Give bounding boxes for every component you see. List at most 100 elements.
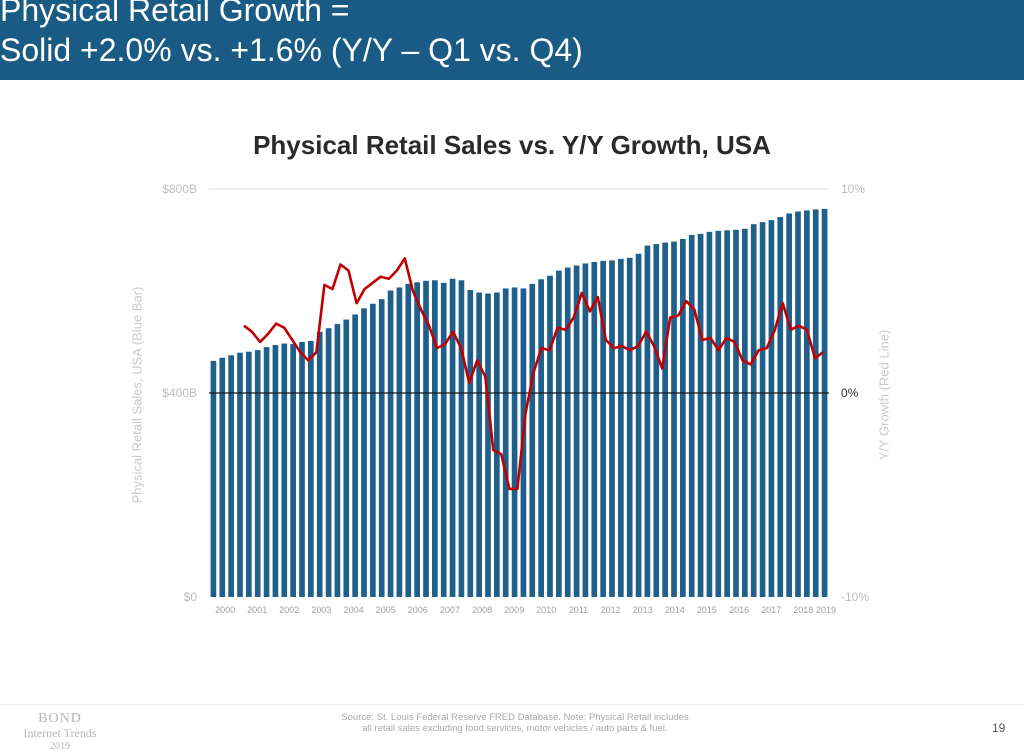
sales-bar (449, 278, 456, 597)
sales-bar (228, 355, 234, 597)
x-tick-label: 2018 (793, 605, 813, 615)
sales-bar (733, 229, 739, 598)
sales-bar (529, 283, 536, 597)
sales-bar (662, 242, 668, 598)
sales-bar (290, 344, 296, 597)
sales-bar (715, 230, 722, 597)
bond-logo: BOND Internet Trends 2019 (10, 712, 110, 754)
sales-bar (821, 208, 828, 597)
x-tick-label: 2012 (601, 605, 621, 615)
sales-bar (547, 275, 553, 597)
source-note: Source: St. Louis Federal Reserve FRED D… (290, 712, 740, 734)
sales-bar (210, 360, 217, 597)
sales-bar (742, 228, 748, 597)
x-tick-label: 2014 (665, 605, 685, 615)
sales-bar (653, 244, 660, 597)
sales-bar (759, 222, 766, 597)
x-tick-label: 2001 (247, 605, 267, 615)
sales-bar (440, 282, 447, 597)
x-tick-label: 2019 (816, 605, 836, 615)
sales-bar (423, 280, 429, 597)
sales-bar (688, 234, 695, 597)
chart-title: Physical Retail Sales vs. Y/Y Growth, US… (253, 130, 771, 160)
sales-bar (768, 220, 775, 598)
x-tick-label: 2017 (761, 605, 781, 615)
sales-bar (378, 299, 385, 597)
x-tick-label: 2007 (440, 605, 460, 615)
sales-bar (697, 233, 704, 597)
sales-bar (786, 213, 792, 598)
x-tick-label: 2004 (344, 605, 364, 615)
x-tick-label: 2009 (504, 605, 524, 615)
sales-bar (396, 287, 403, 597)
sales-bar (644, 245, 651, 598)
x-tick-label: 2005 (376, 605, 396, 615)
sales-bar (511, 287, 518, 597)
sales-bar (272, 345, 279, 597)
y-axis-right-label: Y/Y Growth (Red Line) (876, 329, 892, 461)
x-tick-label: 2013 (633, 605, 653, 615)
sales-bar (254, 350, 261, 597)
sales-bar (556, 270, 562, 597)
sales-bar (804, 210, 810, 598)
sales-bar (281, 343, 288, 597)
sales-bar (467, 289, 474, 597)
growth-line (243, 257, 824, 491)
sales-bar (724, 230, 730, 597)
sales-bar (635, 253, 642, 597)
sales-bar (246, 351, 252, 597)
sales-bar (777, 217, 784, 598)
sales-bar (538, 279, 544, 597)
x-tick-label: 2011 (569, 605, 588, 615)
sales-bar (325, 328, 332, 597)
sales-bar (485, 293, 491, 597)
sales-bar (352, 314, 358, 597)
y-tick-left: $0 (184, 590, 198, 604)
sales-bar (750, 224, 757, 597)
sales-bar (582, 263, 589, 597)
sales-bar (308, 340, 314, 597)
sales-bar (219, 357, 226, 597)
sales-bar (671, 241, 677, 597)
footer-divider (0, 704, 1024, 705)
x-tick-label: 2008 (472, 605, 492, 615)
sales-bar (387, 290, 394, 597)
sales-bar (795, 211, 801, 597)
logo-line-3: 2019 (50, 741, 70, 752)
sales-bar (564, 267, 571, 597)
sales-bar (316, 331, 323, 597)
sales-bar (626, 257, 633, 597)
x-tick-label: 2016 (729, 605, 749, 615)
y-axis-left-label: Physical Retail Sales, USA (Blue Bar) (129, 286, 145, 504)
x-tick-label: 2002 (279, 605, 299, 615)
sales-bar (573, 265, 580, 597)
sales-bar (706, 231, 713, 597)
slide-title-line-2: Solid +2.0% vs. +1.6% (Y/Y – Q1 vs. Q4) (0, 32, 583, 68)
y-tick-left: $800B (162, 182, 197, 196)
sales-bar (609, 260, 615, 597)
sales-bar (405, 283, 412, 597)
logo-line-1: BOND (38, 711, 82, 726)
sales-bar (502, 288, 509, 597)
sales-bar (237, 352, 243, 597)
y-tick-right: -10% (841, 590, 869, 604)
sales-bar (600, 260, 606, 597)
sales-bar (812, 209, 819, 597)
sales-bar (299, 342, 305, 597)
x-tick-label: 2000 (215, 605, 235, 615)
x-tick-label: 2003 (311, 605, 331, 615)
x-tick-label: 2015 (697, 605, 717, 615)
sales-bar (263, 347, 270, 597)
y-tick-right: 0% (841, 386, 859, 400)
sales-bar (618, 258, 624, 597)
title-banner: Physical Retail Growth = Solid +2.0% vs.… (0, 0, 1024, 80)
sales-bar (432, 280, 438, 597)
sales-bar (361, 308, 367, 597)
sales-bar (680, 238, 686, 598)
sales-bar (476, 292, 482, 597)
page-number: 19 (992, 721, 1006, 735)
x-tick-label: 2010 (536, 605, 556, 615)
sales-bar (334, 324, 341, 597)
sales-bar (414, 282, 420, 597)
